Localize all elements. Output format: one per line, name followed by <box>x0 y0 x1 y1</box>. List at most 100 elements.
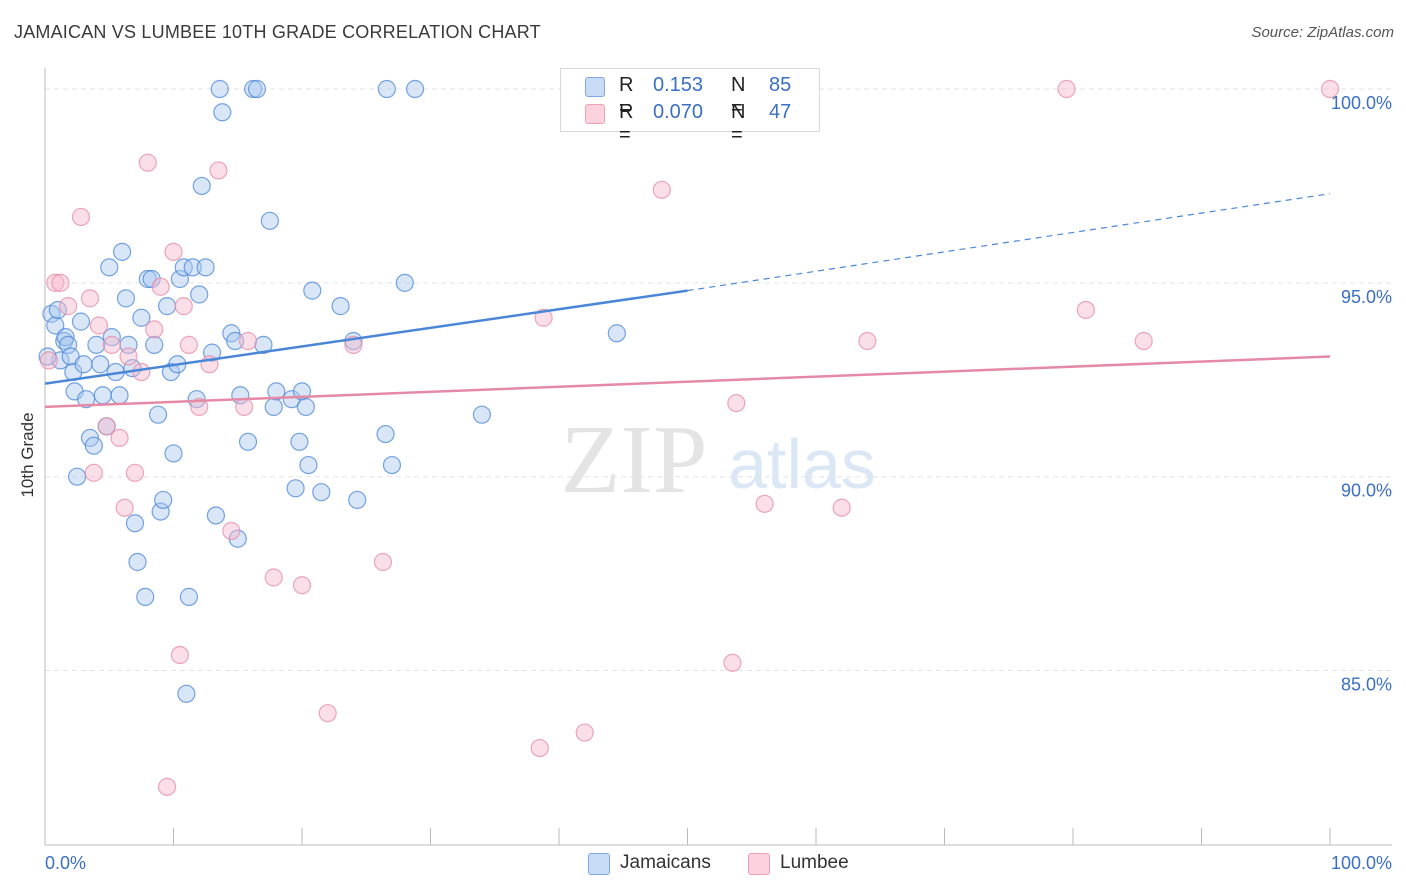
data-point <box>192 176 211 196</box>
data-point <box>206 506 226 525</box>
data-point <box>132 308 151 327</box>
data-point <box>395 273 414 292</box>
data-point <box>530 738 549 758</box>
data-point <box>190 397 209 417</box>
legend-swatch-jamaicans <box>585 77 605 97</box>
data-point <box>299 455 318 475</box>
legend-n-value: 85 <box>769 74 792 96</box>
data-point <box>119 347 138 366</box>
legend-r-value: 0.153 <box>653 74 704 96</box>
data-point <box>534 308 553 327</box>
data-point <box>260 211 279 230</box>
data-point <box>303 281 322 300</box>
data-point <box>170 269 190 289</box>
data-point <box>170 645 190 665</box>
data-point <box>190 285 209 304</box>
y-tick-label: 85.0% <box>1341 675 1392 695</box>
data-point <box>226 331 245 351</box>
data-point <box>348 490 367 510</box>
data-point <box>210 79 229 99</box>
data-point <box>183 258 202 277</box>
data-point <box>80 289 100 308</box>
data-point <box>138 153 157 172</box>
data-point <box>723 653 742 672</box>
data-point <box>264 397 283 417</box>
x-tick-label: 100.0% <box>1331 853 1392 873</box>
legend-n-key: N = <box>731 74 746 119</box>
data-point <box>71 312 91 331</box>
data-point <box>59 297 78 316</box>
data-point <box>93 386 112 405</box>
data-point <box>222 521 241 541</box>
data-point <box>68 467 87 486</box>
data-point <box>376 424 395 444</box>
data-point <box>84 436 103 455</box>
data-point <box>74 355 93 374</box>
watermark-atlas: atlas <box>728 425 876 503</box>
data-point <box>125 514 145 533</box>
data-point <box>164 242 183 261</box>
data-point <box>296 397 315 417</box>
data-point <box>286 479 305 498</box>
data-point <box>151 277 170 296</box>
data-point <box>382 455 402 475</box>
data-point <box>312 483 331 502</box>
data-point <box>71 207 91 227</box>
legend-r-key: R = <box>619 101 634 146</box>
data-point <box>858 331 877 351</box>
data-point <box>102 335 121 354</box>
data-point <box>267 382 286 401</box>
data-point <box>132 362 151 382</box>
legend-n-key: N = <box>731 101 746 146</box>
data-point <box>151 502 170 521</box>
data-point <box>112 242 132 261</box>
axis-labels: 85.0% 90.0% 95.0% 100.0% 0.0% 100.0% 10th Grad… <box>18 93 1392 873</box>
data-point <box>292 576 312 595</box>
data-point <box>331 297 350 316</box>
watermark: ZIP atlas <box>561 406 876 514</box>
data-point <box>174 297 193 316</box>
data-point <box>264 568 283 587</box>
data-point <box>727 393 746 413</box>
series-lumbee-points <box>39 79 1340 796</box>
source-credit: Source: ZipAtlas.com <box>1251 24 1394 41</box>
data-point <box>832 498 851 517</box>
data-point <box>213 103 232 122</box>
data-point <box>116 289 136 308</box>
series-swatch-jamaicans <box>588 853 610 875</box>
series-jamaicans-points <box>38 79 626 703</box>
data-point <box>1320 79 1340 99</box>
data-point <box>244 79 263 99</box>
data-point <box>125 463 145 482</box>
y-tick-label: 90.0% <box>1341 481 1392 501</box>
data-point <box>179 335 199 354</box>
data-point <box>652 180 671 199</box>
data-point <box>755 494 774 513</box>
series-swatch-lumbee <box>748 853 770 875</box>
data-point <box>128 552 147 572</box>
trend-line-lumbee <box>44 355 1331 409</box>
x-tick-label: 0.0% <box>45 853 86 873</box>
data-point <box>1076 300 1095 320</box>
y-axis-title: 10th Grade <box>18 412 37 497</box>
data-point <box>179 587 199 606</box>
data-point <box>1134 331 1153 351</box>
data-point <box>84 463 103 482</box>
data-point <box>148 405 168 424</box>
data-point <box>102 328 121 347</box>
data-point <box>472 405 491 424</box>
data-point <box>59 335 78 354</box>
data-point <box>39 351 58 370</box>
data-point <box>607 324 626 343</box>
data-point <box>87 335 106 354</box>
data-point <box>238 331 258 351</box>
series-label-jamaicans: Jamaicans <box>620 852 711 873</box>
data-point <box>89 316 109 335</box>
data-point <box>145 335 164 354</box>
data-point <box>247 79 267 99</box>
data-point <box>46 316 65 335</box>
data-points <box>38 79 1340 796</box>
legend-n-value: 47 <box>769 101 792 123</box>
data-point <box>318 704 337 723</box>
